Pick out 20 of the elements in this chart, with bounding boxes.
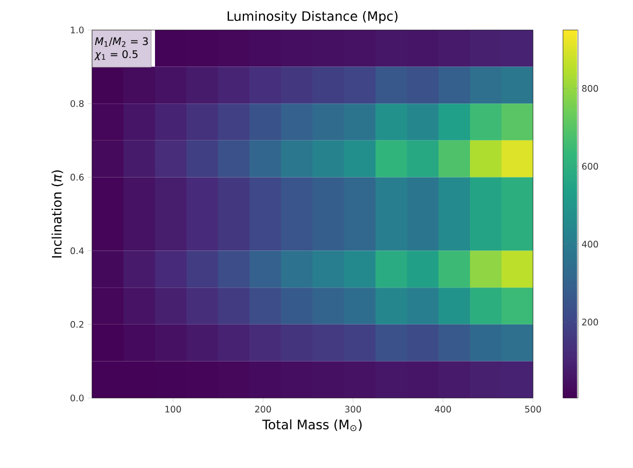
x-tick-label: 500 xyxy=(525,406,541,413)
x-tick-label: 100 xyxy=(165,406,181,413)
color-bar-label: 800 xyxy=(582,85,598,92)
chart-title: Luminosity Distance (Mpc) xyxy=(228,10,398,24)
color-bar-label: 600 xyxy=(582,162,598,170)
y-tick-label: 0.8 xyxy=(70,100,84,107)
y-axis-title: Inclination (π) xyxy=(52,170,64,258)
annotation: M$_{1}$/M$_{2}$ = 3 xyxy=(94,37,148,47)
color-bar-label: 200 xyxy=(582,318,598,326)
y-tick-label: 0.4 xyxy=(70,247,84,254)
x-tick-label: 400 xyxy=(434,406,451,413)
x-axis-title: Total Mass (M$_{⊙}$) xyxy=(262,419,362,432)
y-tick-label: 0.0 xyxy=(70,394,84,402)
x-tick-label: 300 xyxy=(345,406,361,413)
color-bar-label: 400 xyxy=(582,240,598,248)
y-tick-label: 1.0 xyxy=(70,26,84,34)
x-tick-label: 200 xyxy=(255,406,271,413)
y-tick-label: 0.2 xyxy=(70,321,84,328)
y-tick-label: 0.6 xyxy=(70,174,84,181)
annotation: χ$_{1}$ = 0.5 xyxy=(94,50,138,60)
